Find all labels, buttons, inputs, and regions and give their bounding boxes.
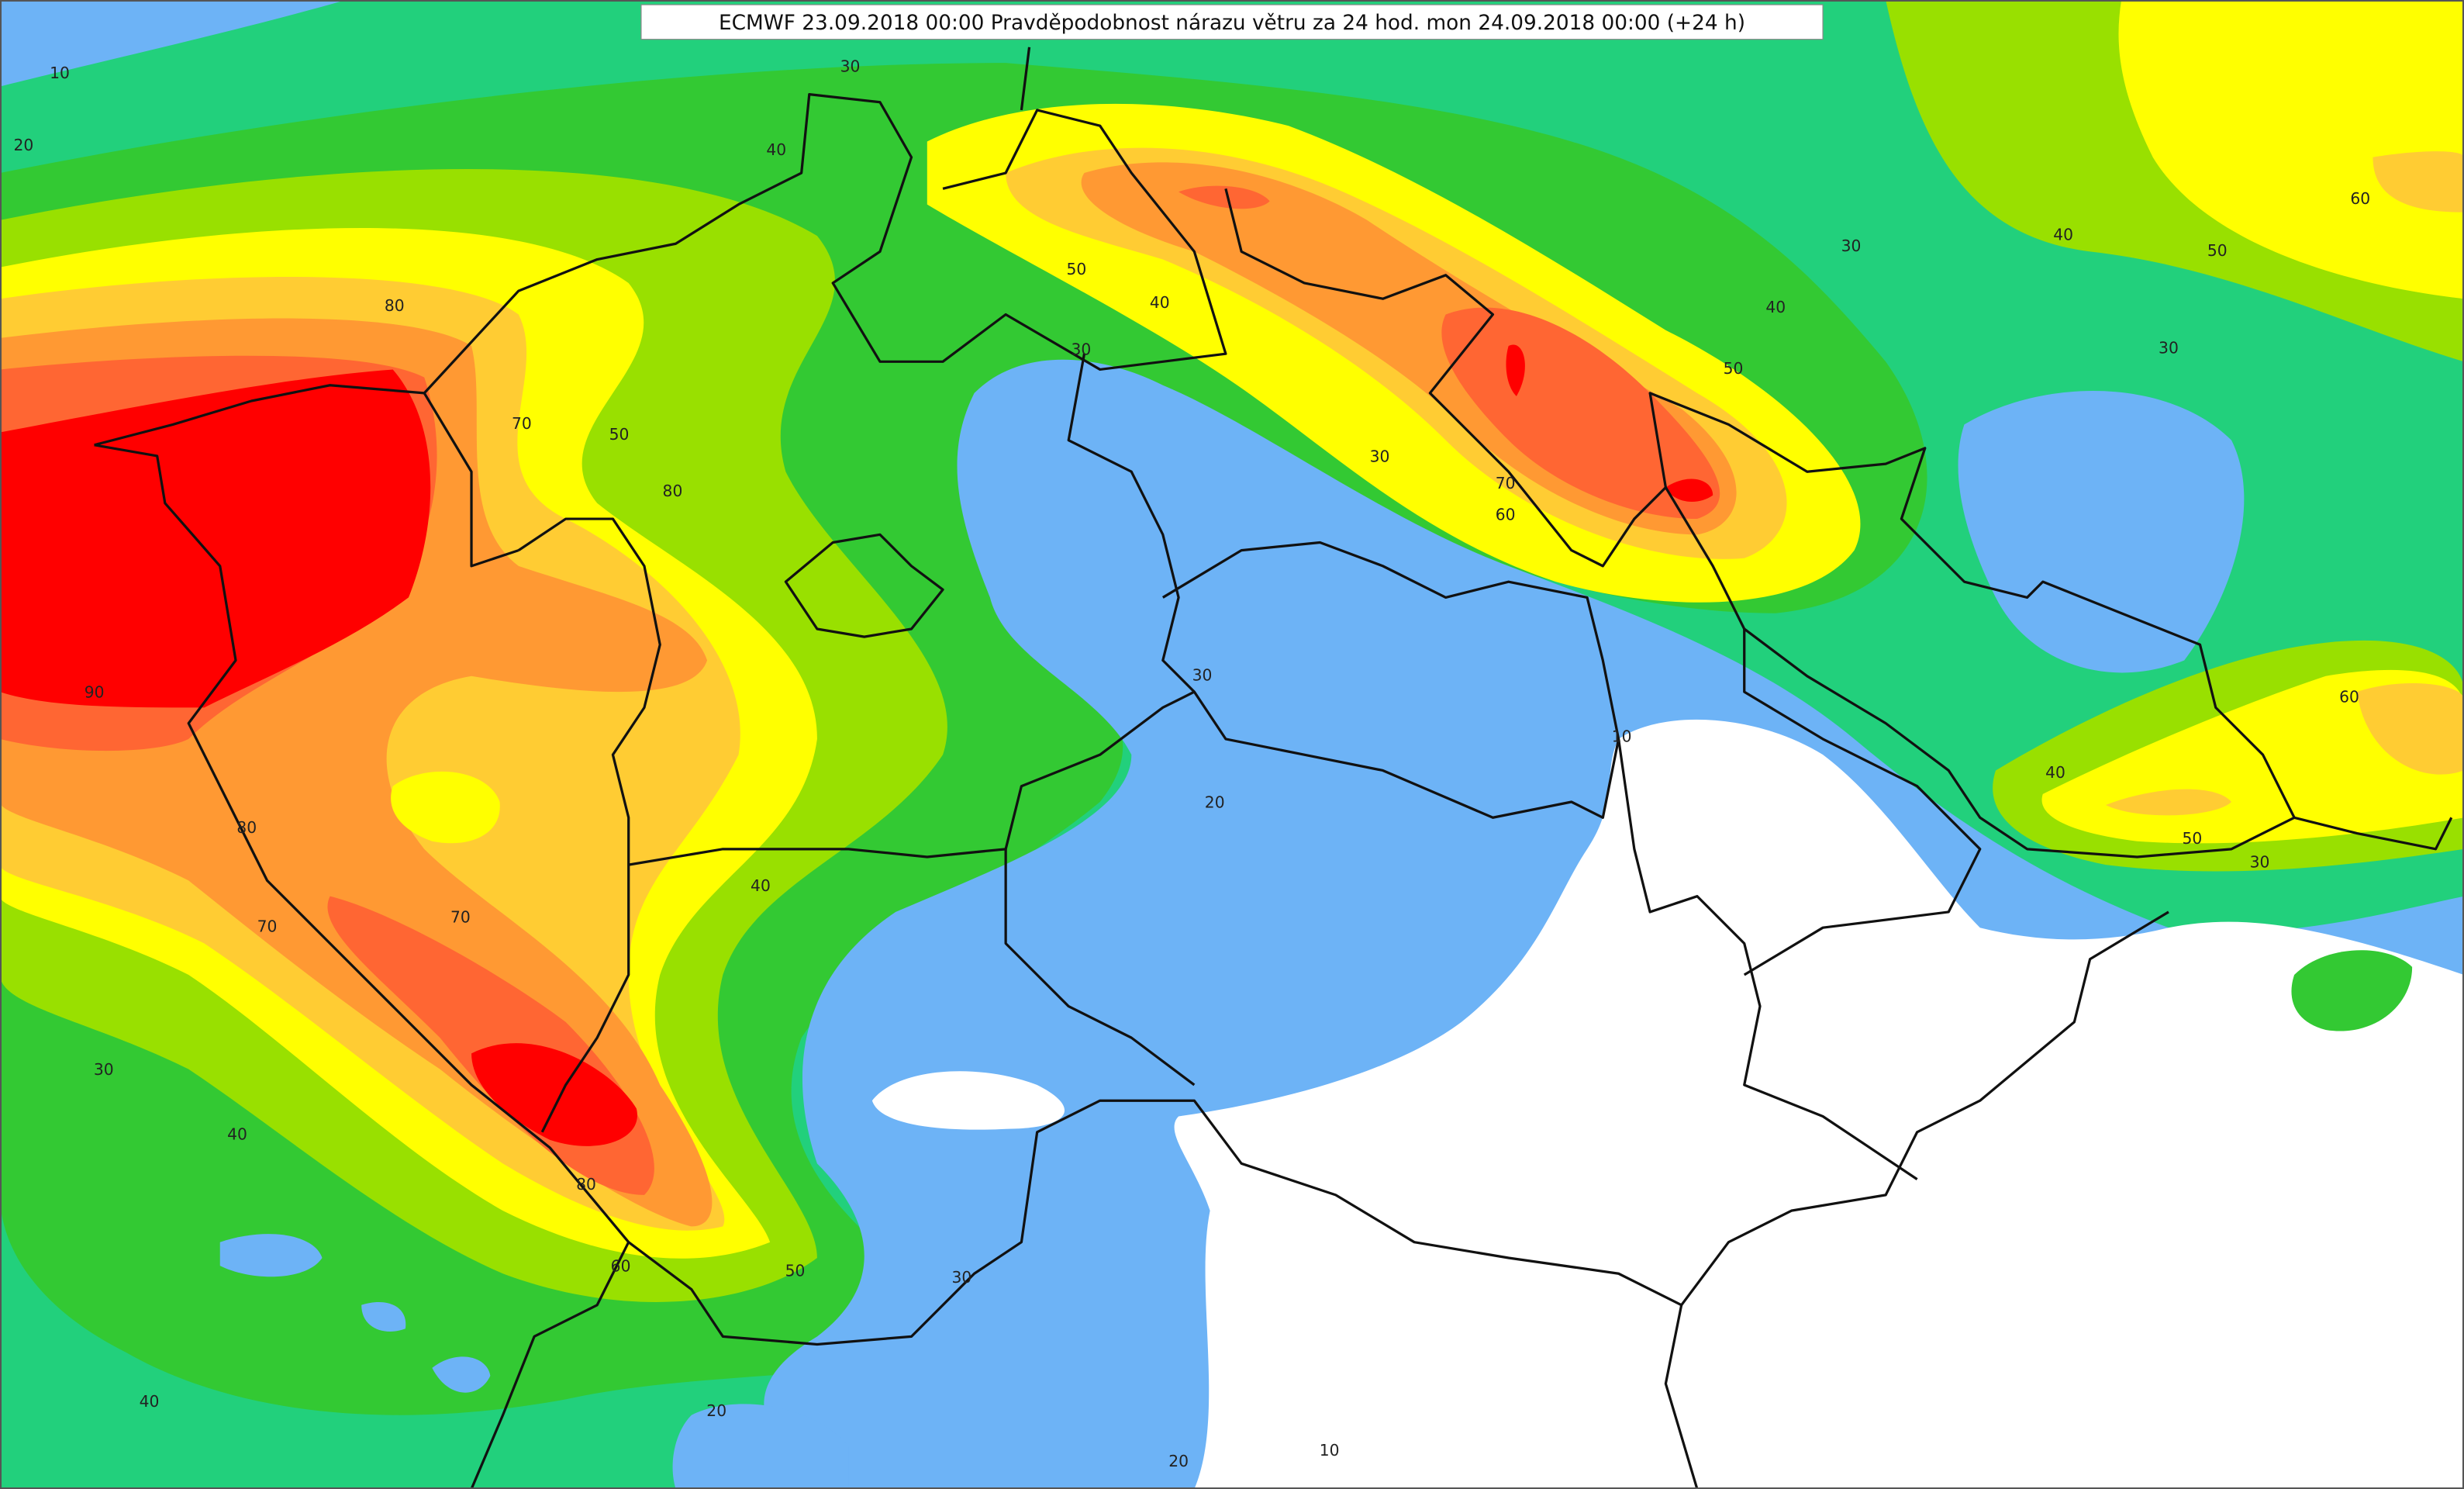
border xyxy=(1004,848,1196,1087)
field-0-10 xyxy=(871,1071,1065,1130)
field-90 xyxy=(1506,344,1525,396)
field-60-70 xyxy=(2373,151,2464,212)
field-60-70 xyxy=(2105,789,2232,816)
contour-label: 50 xyxy=(2207,241,2228,260)
contour-label: 80 xyxy=(236,818,257,837)
field-90 xyxy=(0,369,431,708)
contour-label: 40 xyxy=(1150,293,1170,312)
border xyxy=(1743,628,1982,976)
contour-label: 20 xyxy=(706,1401,726,1420)
contour-label: 80 xyxy=(576,1175,596,1194)
contour-label: 50 xyxy=(1066,260,1086,278)
contour-label: 30 xyxy=(1192,665,1213,684)
contour-label: 10 xyxy=(1612,727,1632,745)
contour-label: 50 xyxy=(609,425,630,444)
contour-label: 30 xyxy=(2250,853,2270,872)
contour-label: 70 xyxy=(450,908,471,927)
contour-label: 60 xyxy=(611,1257,631,1276)
contour-label: 20 xyxy=(1168,1452,1189,1470)
contour-label: 40 xyxy=(766,140,786,159)
contour-label: 60 xyxy=(2350,189,2370,208)
border xyxy=(94,93,1227,447)
field-50-60 xyxy=(2118,0,2464,299)
border xyxy=(1161,541,1918,1180)
field-10-20 xyxy=(361,1301,406,1332)
contour-label: 90 xyxy=(85,683,105,702)
border xyxy=(423,392,519,568)
contour-label: 60 xyxy=(2339,688,2359,706)
contour-label: 70 xyxy=(512,414,532,433)
field-10-20 xyxy=(672,1404,849,1489)
contour-label: 50 xyxy=(1724,359,1744,378)
contour-label: 10 xyxy=(1320,1441,1340,1460)
contour-label: 40 xyxy=(227,1125,247,1143)
contour-label: 20 xyxy=(14,136,34,154)
contour-label: 30 xyxy=(94,1060,114,1079)
border xyxy=(1067,353,1620,819)
field-50-60 xyxy=(391,771,500,844)
contour-label: 40 xyxy=(2045,763,2065,782)
field-60-70 xyxy=(2357,683,2464,775)
border xyxy=(1020,47,1031,111)
contour-label: 30 xyxy=(1370,447,1390,465)
field-blue xyxy=(0,0,346,87)
contour-label: 30 xyxy=(951,1268,971,1287)
border xyxy=(1664,1304,1699,1489)
border xyxy=(470,1241,630,1489)
contour-label: 70 xyxy=(1496,474,1516,492)
contour-label: 30 xyxy=(2159,339,2179,358)
title-box xyxy=(640,4,1824,40)
field-10-20 xyxy=(219,1234,323,1277)
field-90 xyxy=(471,1043,637,1146)
contour-label: 60 xyxy=(1496,506,1516,524)
map-title: ECMWF 23.09.2018 00:00 Pravděpodobnost n… xyxy=(719,12,1745,35)
field-10-20 xyxy=(432,1356,491,1393)
borders xyxy=(94,47,2453,1489)
contour-label: 30 xyxy=(1072,340,1092,359)
contour-label: 80 xyxy=(663,482,683,500)
contour-label: 30 xyxy=(1841,237,1862,255)
contour-label: 50 xyxy=(2182,829,2202,848)
field-10-20 xyxy=(1958,391,2245,673)
border xyxy=(517,517,661,1133)
contour-label: 80 xyxy=(385,296,405,315)
contour-label: 30 xyxy=(840,57,861,76)
contour-label: 10 xyxy=(50,64,70,82)
field-90 xyxy=(1665,478,1713,503)
contour-label: 40 xyxy=(140,1392,160,1411)
border xyxy=(94,444,2169,1346)
field-80-90 xyxy=(1179,185,1270,209)
contour-label: 40 xyxy=(2053,226,2073,244)
border xyxy=(1224,188,2296,859)
contour-label: 40 xyxy=(751,876,771,895)
border xyxy=(2293,816,2453,851)
contour-label: 50 xyxy=(785,1262,806,1280)
contour-label: 70 xyxy=(257,917,278,936)
contour-label: 20 xyxy=(1205,793,1225,812)
field-0-10 xyxy=(1174,719,2464,1489)
contour-label: 40 xyxy=(1765,298,1786,316)
border xyxy=(784,533,944,638)
field-30-40 xyxy=(2291,950,2413,1031)
contour-labels: 10 20 30 40 80 70 50 80 90 80 70 70 40 3… xyxy=(14,57,2371,1470)
